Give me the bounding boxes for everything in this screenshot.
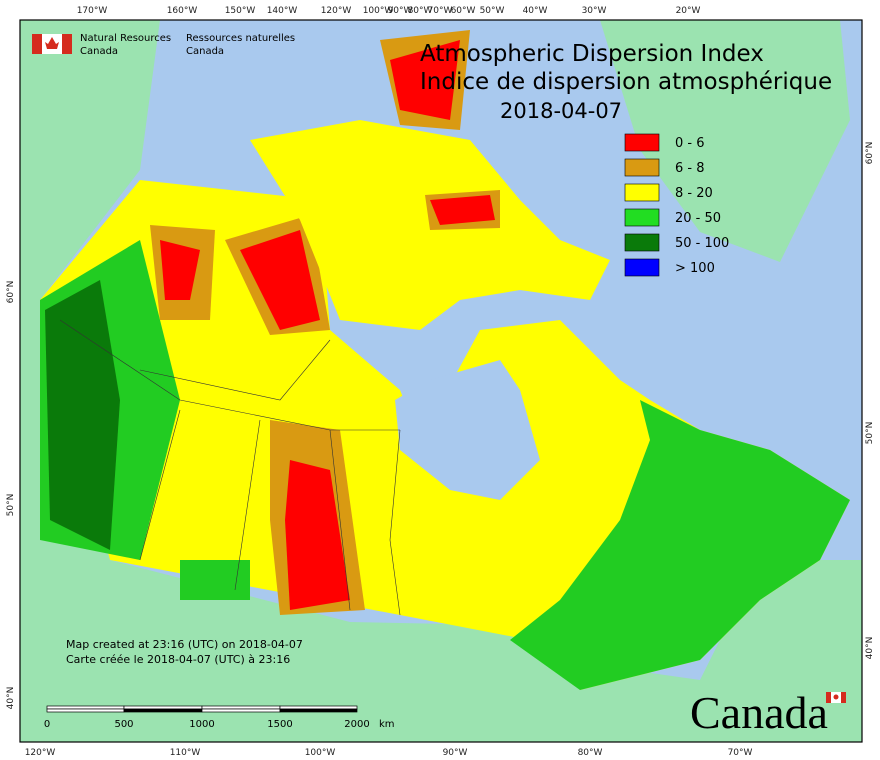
scale-segment (46, 705, 125, 710)
frame (19, 19, 863, 743)
scale-label: 1000 (189, 719, 214, 730)
logo-flag (32, 34, 72, 54)
lat-label: 50°N (6, 494, 16, 517)
legend-label: 0 - 6 (675, 136, 705, 151)
date: 2018-04-07 (500, 99, 622, 123)
title: Atmospheric Dispersion Index (420, 41, 764, 67)
lon-label: 30°W (582, 6, 607, 16)
lon-label: 170°W (77, 6, 108, 16)
wordmark: Canada (690, 687, 828, 738)
scale-segment (201, 705, 281, 710)
scale-segment (123, 705, 203, 710)
lon-label: 100°W (363, 6, 394, 16)
scale-label: 500 (114, 719, 133, 730)
legend-swatch (624, 183, 660, 202)
lat-label: 40°N (6, 687, 16, 710)
lat-label: 60°N (865, 142, 875, 165)
lon-label: 70°W (728, 748, 753, 758)
lat-label: 40°N (865, 637, 875, 660)
lon-label: 60°W (451, 6, 476, 16)
legend-label: 50 - 100 (675, 236, 729, 251)
credit: Carte créée le 2018-04-07 (UTC) à 23:16 (66, 653, 290, 666)
legend-swatch (624, 208, 660, 227)
credit: Map created at 23:16 (UTC) on 2018-04-07 (66, 638, 303, 651)
title: Indice de dispersion atmosphérique (420, 69, 832, 95)
lat-label: 50°N (865, 422, 875, 445)
lon-label: 40°W (523, 6, 548, 16)
lon-label: 90°W (443, 748, 468, 758)
legend-label: 8 - 20 (675, 186, 713, 201)
lon-label: 20°W (676, 6, 701, 16)
lat-label: 60°N (6, 281, 16, 304)
lon-label: 110°W (170, 748, 201, 758)
scale-segment (279, 705, 358, 710)
scale-label: 0 (44, 719, 50, 730)
agency-en: Canada (80, 46, 118, 57)
wordmark-flag (826, 692, 846, 703)
generated: 0 - 6 6 - 8 8 - 20 20 - 50 50 - 100 > 100 0 500… (6, 6, 875, 758)
scale-segment (201, 708, 281, 713)
lon-label: 90°W (388, 6, 413, 16)
lon-label: 100°W (305, 748, 336, 758)
lon-label: 50°W (480, 6, 505, 16)
scale-unit: km (379, 719, 395, 730)
legend-label: 20 - 50 (675, 211, 721, 226)
lon-label: 80°W (408, 6, 433, 16)
lon-label: 70°W (428, 6, 453, 16)
scale-segment (123, 708, 203, 713)
borders (59, 319, 401, 616)
agency-fr: Ressources naturelles (186, 33, 295, 44)
legend-swatch (624, 158, 660, 177)
legend-label: 6 - 8 (675, 161, 705, 176)
scale-label: 1500 (267, 719, 292, 730)
scale-segment (279, 708, 358, 713)
lon-label: 80°W (578, 748, 603, 758)
legend-swatch (624, 233, 660, 252)
lon-label: 160°W (167, 6, 198, 16)
scale-segment (46, 708, 125, 713)
legend-swatch (624, 133, 660, 152)
legend-label: > 100 (675, 261, 715, 276)
agency-en: Natural Resources (80, 33, 171, 44)
lon-label: 150°W (225, 6, 256, 16)
land (20, 20, 862, 742)
scale-label: 2000 (344, 719, 369, 730)
lon-label: 120°W (321, 6, 352, 16)
lon-label: 140°W (267, 6, 298, 16)
lon-label: 120°W (25, 748, 56, 758)
agency-fr: Canada (186, 46, 224, 57)
legend-swatch (624, 258, 660, 277)
